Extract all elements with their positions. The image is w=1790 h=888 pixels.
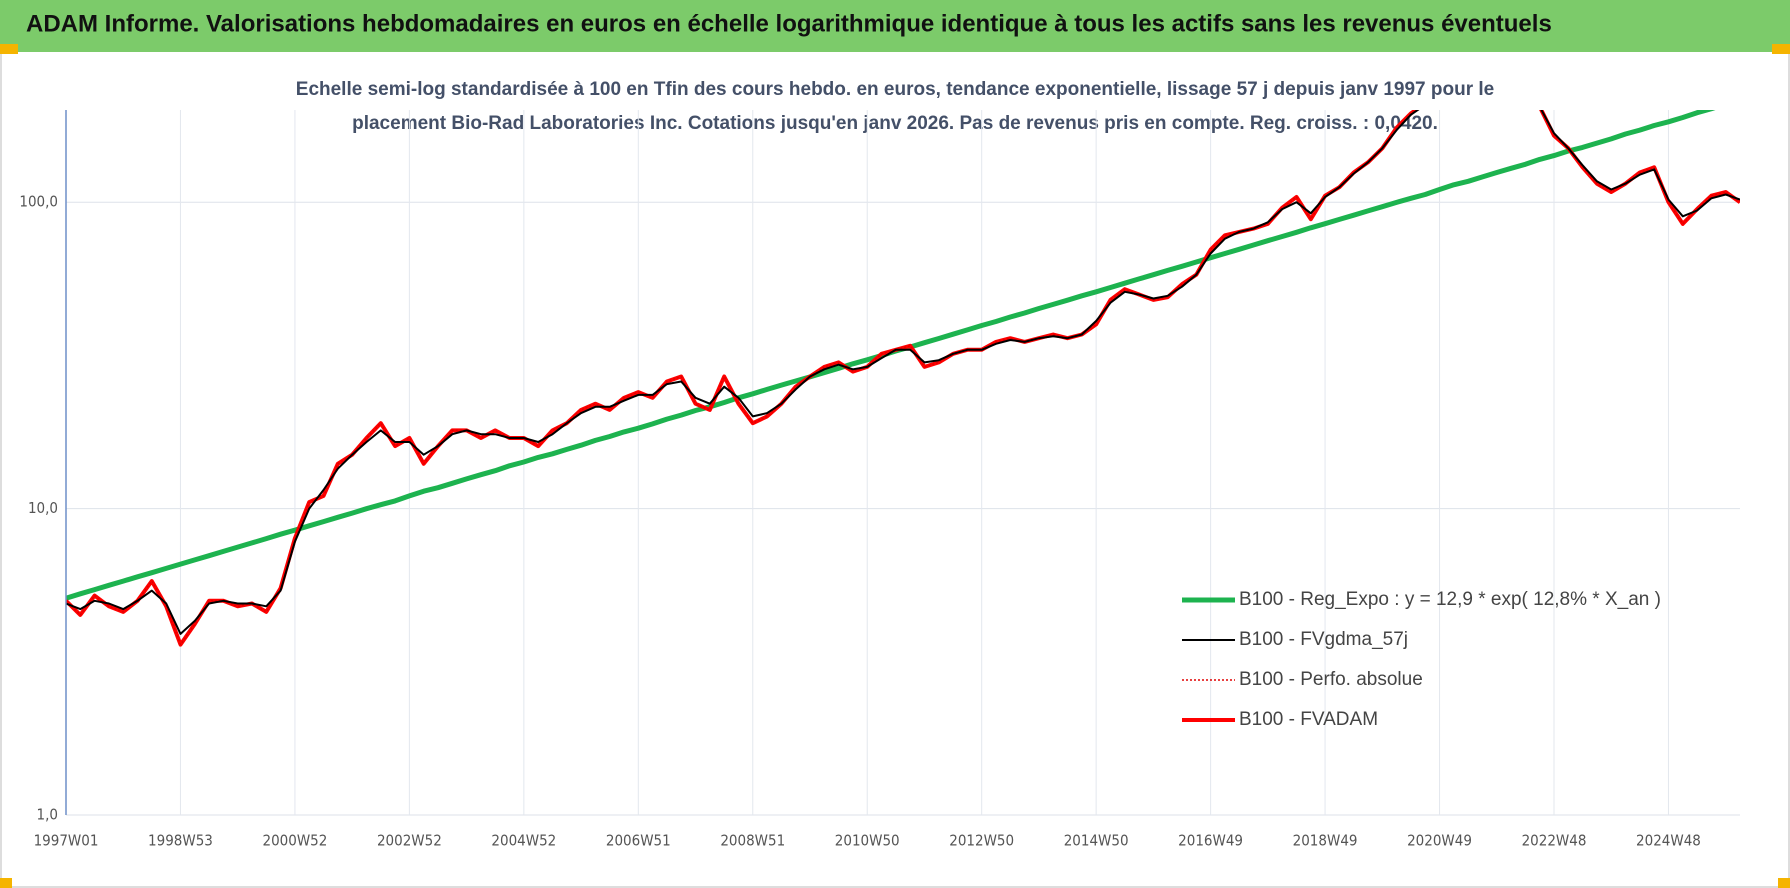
x-tick-label: 1997W01 xyxy=(34,832,99,850)
series-line xyxy=(66,110,1740,646)
x-tick-label: 2014W50 xyxy=(1064,832,1129,850)
legend-label: B100 - FVgdma_57j xyxy=(1239,629,1408,650)
corner xyxy=(1778,878,1790,888)
x-tick-label: 2006W51 xyxy=(606,832,671,850)
subtitle: Echelle semi-log standardisée à 100 en T… xyxy=(296,79,1494,100)
corner xyxy=(0,878,12,888)
chart-title: ADAM Informe. Valorisations hebdomadaire… xyxy=(26,10,1552,37)
corner xyxy=(0,44,18,54)
x-tick-label: 2000W52 xyxy=(262,832,327,850)
subtitle: placement Bio-Rad Laboratories Inc. Cota… xyxy=(352,113,1438,134)
legend: B100 - Reg_Expo : y = 12,9 * exp( 12,8% … xyxy=(1182,589,1661,730)
y-tick-label: 100,0 xyxy=(19,193,58,211)
x-tick-label: 2002W52 xyxy=(377,832,442,850)
y-tick-label: 1,0 xyxy=(37,806,58,824)
x-tick-label: 2024W48 xyxy=(1636,832,1701,850)
x-tick-label: 2012W50 xyxy=(949,832,1014,850)
x-tick-label: 2004W52 xyxy=(491,832,556,850)
title-banner xyxy=(0,0,1790,52)
x-tick-label: 1998W53 xyxy=(148,832,213,850)
x-tick-label: 2022W48 xyxy=(1522,832,1587,850)
legend-label: B100 - Reg_Expo : y = 12,9 * exp( 12,8% … xyxy=(1239,589,1661,610)
legend-label: B100 - Perfo. absolue xyxy=(1239,669,1423,690)
x-tick-label: 2008W51 xyxy=(720,832,785,850)
x-tick-label: 2016W49 xyxy=(1178,832,1243,850)
grid: 1,0 10,0 100,0 1997W01 1998W53 2000W52 2002W52… xyxy=(19,110,1740,850)
corner xyxy=(1772,44,1790,54)
legend-label: B100 - FVADAM xyxy=(1239,709,1378,730)
x-tick-label: 2020W49 xyxy=(1407,832,1472,850)
plot xyxy=(66,110,1740,647)
x-tick-label: 2010W50 xyxy=(835,832,900,850)
series-line xyxy=(66,110,1740,635)
y-tick-label: 10,0 xyxy=(28,499,58,517)
x-tick-label: 2018W49 xyxy=(1293,832,1358,850)
